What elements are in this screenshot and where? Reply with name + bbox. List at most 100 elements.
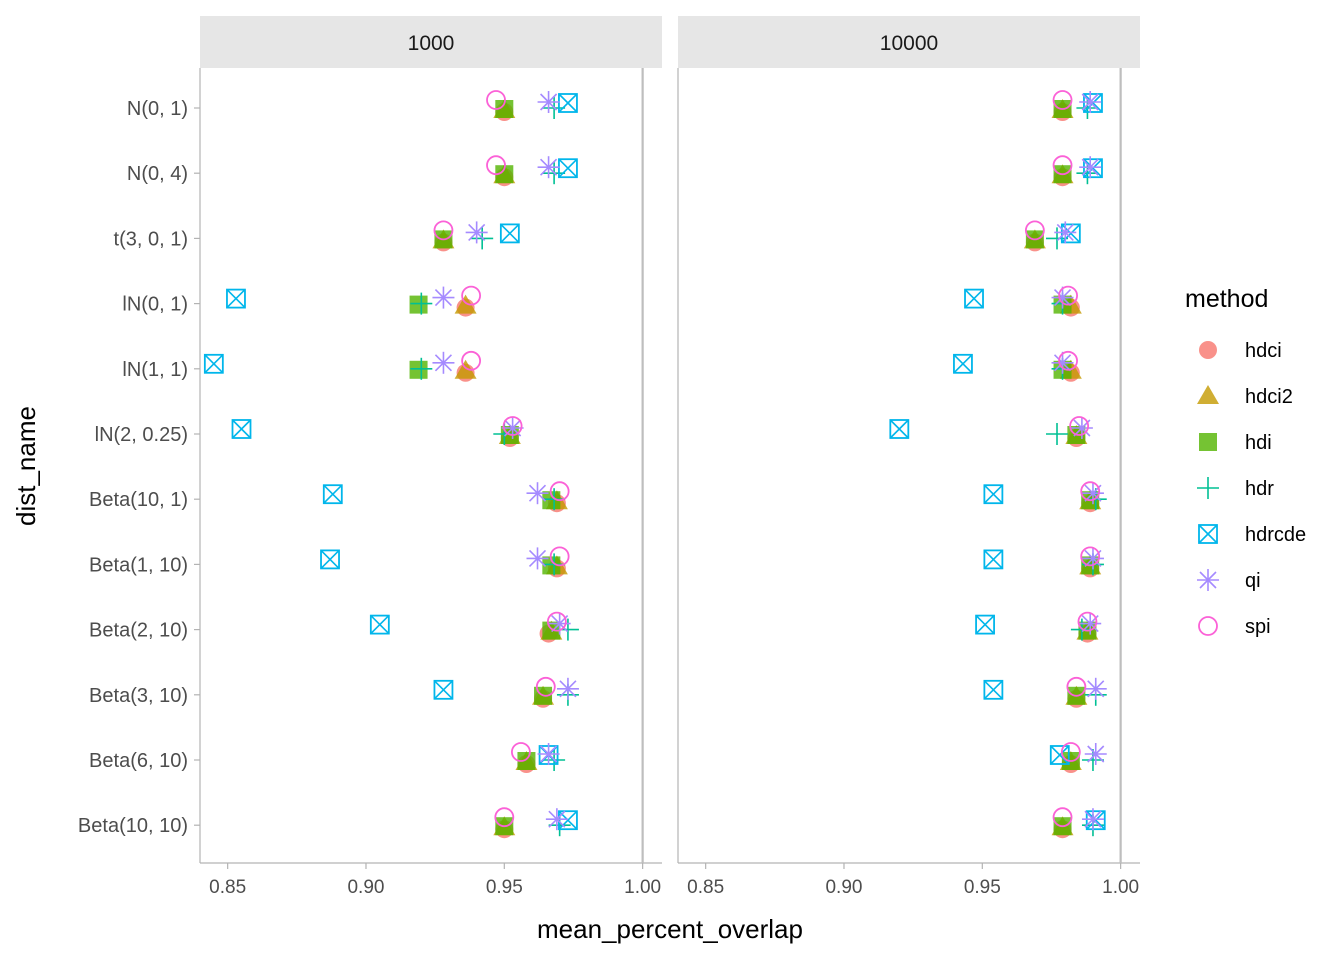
point-hdrcde [1049, 745, 1070, 765]
x-tick-label: 0.85 [687, 877, 724, 898]
y-tick-label: N(0, 1) [127, 98, 188, 120]
point-hdi [542, 556, 561, 575]
point-legend-key [1199, 433, 1217, 451]
y-tick-label: lN(0, 1) [122, 294, 188, 316]
point-qi [1051, 286, 1074, 309]
y-tick-label: t(3, 0, 1) [114, 228, 188, 250]
point-spi [1060, 742, 1081, 762]
point-hdi [495, 100, 514, 118]
legend-item-hdrcde: hdrcde [1198, 524, 1306, 546]
point-legend-key [1197, 477, 1219, 499]
y-tick-label: Beta(1, 10) [89, 554, 188, 576]
legend-item-hdci: hdci [1199, 340, 1282, 362]
point-hdrcde [983, 484, 1004, 505]
point-legend-key [1197, 385, 1219, 404]
legend-label: qi [1245, 570, 1261, 592]
legend-item-spi: spi [1198, 616, 1271, 638]
points [203, 90, 579, 839]
facet-panels: 1000 0.85 0.90 0.95 1.00 10000 0.85 0.90 0.95 1.0… [199, 16, 1140, 898]
point-spi [502, 416, 523, 436]
y-tick-label: lN(2, 0.25) [95, 424, 188, 446]
point-qi [1084, 743, 1107, 765]
point-legend-key [1197, 569, 1219, 591]
facet-strip [678, 16, 1140, 68]
point-qi [432, 286, 455, 309]
x-tick-label: 1.00 [1102, 877, 1139, 898]
point-spi [511, 742, 531, 762]
point-hdi [409, 360, 428, 379]
x-tick-label: 0.90 [825, 877, 862, 898]
point-hdrcde [203, 353, 224, 374]
legend: method hdci hdci2 hdi hdr hdrcde qi spi [1185, 285, 1306, 638]
point-hdrcde [1083, 93, 1103, 113]
point-hdr [410, 357, 433, 380]
point-hdrcde [975, 614, 995, 635]
point-qi [1081, 482, 1104, 505]
point-qi [548, 612, 571, 635]
point-hdrcde [320, 549, 340, 570]
point-hdrcde [558, 93, 578, 113]
legend-title: method [1185, 285, 1268, 313]
point-hdi [409, 295, 428, 314]
legend-label: spi [1245, 616, 1271, 638]
legend-label: hdci [1245, 340, 1282, 362]
point-hdrcde [964, 288, 984, 309]
point-spi [549, 481, 570, 502]
point-hdrcde [322, 484, 343, 505]
point-qi [465, 221, 488, 244]
x-tick-label: 0.90 [347, 877, 384, 898]
y-tick-label: Beta(6, 10) [89, 750, 188, 772]
point-qi [556, 677, 579, 700]
point-qi [432, 351, 455, 374]
facet-10000: 10000 0.85 0.90 0.95 1.00 [677, 16, 1140, 898]
legend-item-hdi: hdi [1199, 432, 1272, 454]
y-tick-label: lN(1, 1) [122, 359, 188, 381]
point-qi [545, 808, 568, 831]
facet-strip [200, 16, 662, 68]
point-spi [1069, 416, 1090, 436]
point-legend-key [1198, 524, 1218, 544]
point-hdrcde [433, 679, 454, 700]
legend-item-hdci2: hdci2 [1197, 385, 1293, 408]
y-tick-label: Beta(10, 1) [89, 489, 188, 511]
point-qi [526, 547, 549, 570]
y-tick-label: Beta(2, 10) [89, 620, 188, 642]
point-hdrcde [983, 679, 1004, 700]
point-spi [494, 807, 515, 828]
y-axis: N(0, 1) N(0, 4) t(3, 0, 1) lN(0, 1) lN(1, 1)… [78, 98, 200, 837]
point-hdr [1081, 749, 1104, 771]
y-tick-label: N(0, 4) [127, 163, 188, 185]
point-hdr [410, 292, 433, 315]
point-hdrcde [953, 353, 973, 374]
legend-label: hdrcde [1245, 524, 1306, 546]
point-spi [461, 350, 482, 371]
point-hdr [1046, 227, 1069, 250]
legend-label: hdci2 [1245, 386, 1293, 408]
point-spi [1080, 546, 1101, 567]
point-hdr [1046, 423, 1069, 445]
point-qi [1081, 808, 1104, 831]
legend-label: hdr [1245, 478, 1274, 500]
point-spi [486, 90, 506, 110]
point-hdrcde [369, 614, 390, 635]
point-qi [1081, 547, 1104, 570]
point-hdi [542, 491, 561, 510]
point-spi [1066, 676, 1087, 697]
point-qi [537, 743, 560, 765]
point-qi [537, 156, 560, 179]
legend-label: hdi [1245, 432, 1272, 454]
point-qi [1079, 156, 1102, 179]
legend-item-hdr: hdr [1197, 477, 1274, 500]
y-tick-label: Beta(10, 10) [78, 815, 188, 837]
point-qi [1079, 91, 1102, 113]
x-tick-label: 0.85 [209, 877, 246, 898]
point-hdrcde [499, 223, 520, 244]
x-tick-label: 0.95 [486, 877, 523, 898]
point-spi [1024, 220, 1045, 241]
point-legend-key [1198, 616, 1218, 636]
point-hdrcde [889, 419, 910, 439]
point-spi [535, 676, 556, 697]
point-spi [1058, 350, 1078, 371]
point-hdci2 [454, 359, 477, 379]
